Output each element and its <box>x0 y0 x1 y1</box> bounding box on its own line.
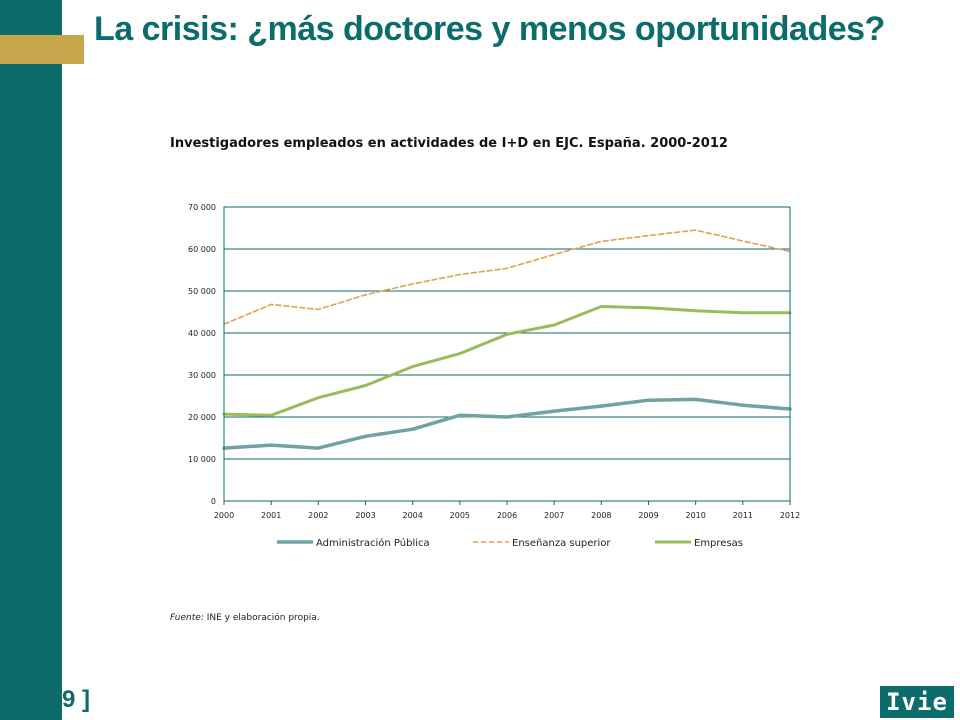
y-tick-label: 70 000 <box>188 203 216 212</box>
y-tick-label: 0 <box>211 497 216 506</box>
legend-label: Administración Pública <box>316 537 430 549</box>
x-tick-label: 2002 <box>308 511 328 520</box>
y-tick-label: 50 000 <box>188 287 216 296</box>
line-chart: 0 10 000 20 000 30 000 40 000 50 000 60 000 70 … <box>188 203 800 549</box>
x-tick-label: 2009 <box>638 511 658 520</box>
x-tick-label: 2010 <box>685 511 705 520</box>
chart-title: Investigadores empleados en actividades … <box>170 136 728 151</box>
source-note: Fuente: INE y elaboración propia. <box>170 613 320 623</box>
source-label: Fuente: <box>170 613 204 623</box>
x-tick-label: 2006 <box>497 511 517 520</box>
title-accent-block <box>0 35 84 64</box>
legend: Administración Pública Enseñanza superior… <box>277 537 743 549</box>
y-tick-label: 40 000 <box>188 329 216 338</box>
x-tick-label: 2005 <box>450 511 470 520</box>
legend-label: Enseñanza superior <box>512 538 611 549</box>
series-lines <box>222 229 792 450</box>
x-tick-label: 2001 <box>261 511 281 520</box>
plot-frame <box>223 206 791 502</box>
x-tick-label: 2003 <box>355 511 375 520</box>
ivie-logo: Ivie <box>880 686 954 718</box>
y-tick-label: 10 000 <box>188 455 216 464</box>
series-empresas <box>222 305 792 417</box>
left-sidebar-bar <box>0 0 62 720</box>
y-tick-label: 20 000 <box>188 413 216 422</box>
slide-title: La crisis: ¿más doctores y menos oportun… <box>94 10 885 48</box>
series-ensenanza-superior <box>223 229 791 325</box>
y-tick-label: 60 000 <box>188 245 216 254</box>
page-number-text: [ 19 ] <box>34 686 91 713</box>
y-tick-label: 30 000 <box>188 371 216 380</box>
axes: 0 10 000 20 000 30 000 40 000 50 000 60 000 70 … <box>188 203 800 520</box>
x-tick-label: 2000 <box>214 511 234 520</box>
source-text: INE y elaboración propia. <box>203 613 320 623</box>
x-tick-label: 2011 <box>733 511 753 520</box>
x-tick-label: 2004 <box>402 511 422 520</box>
x-tick-label: 2008 <box>591 511 611 520</box>
legend-label: Empresas <box>694 538 743 549</box>
x-tick-label: 2012 <box>780 511 800 520</box>
x-tick-label: 2007 <box>544 511 564 520</box>
series-administracion-publica <box>222 397 792 450</box>
